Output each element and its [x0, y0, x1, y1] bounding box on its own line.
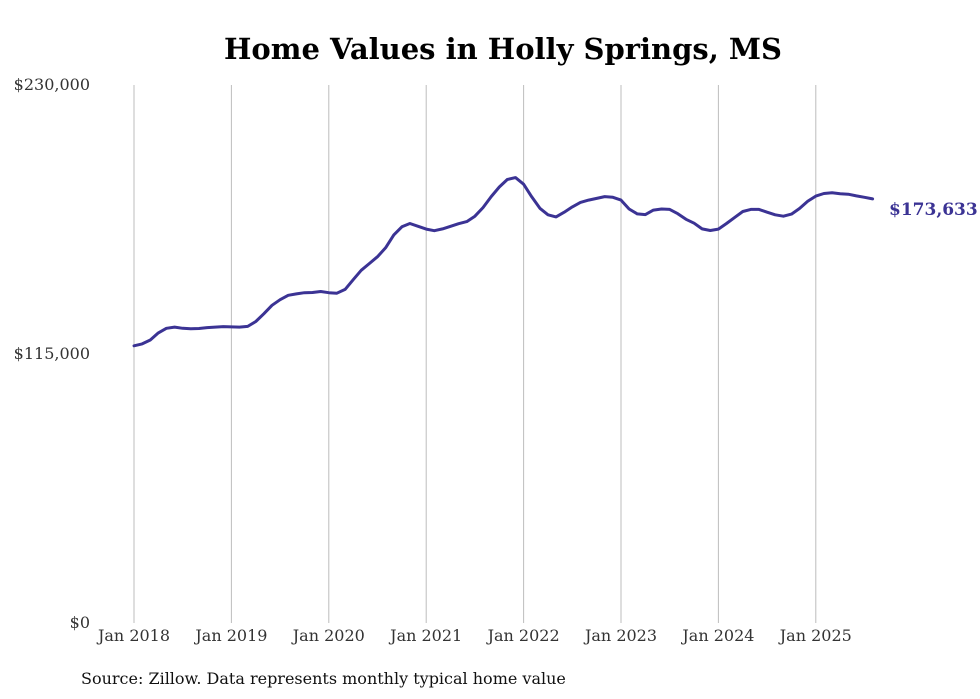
gridlines [133, 85, 817, 623]
x-tick-label: Jan 2025 [778, 626, 852, 645]
x-tick-label: Jan 2024 [680, 626, 754, 645]
chart-title: Home Values in Holly Springs, MS [224, 32, 782, 66]
x-tick-label: Jan 2019 [193, 626, 267, 645]
end-value-label: $173,633 [889, 200, 978, 220]
y-tick-label: $230,000 [14, 75, 90, 94]
x-tick-label: Jan 2018 [96, 626, 170, 645]
x-tick-label: Jan 2022 [486, 626, 560, 645]
y-tick-label: $115,000 [14, 344, 90, 363]
x-tick-label: Jan 2023 [583, 626, 657, 645]
source-note: Source: Zillow. Data represents monthly … [81, 669, 566, 688]
series-line-typical-home-value [132, 176, 875, 348]
y-axis-ticks: $0 $115,000 $230,000 [14, 75, 90, 632]
x-tick-label: Jan 2021 [388, 626, 462, 645]
x-tick-label: Jan 2020 [291, 626, 365, 645]
x-axis-ticks: Jan 2018 Jan 2019 Jan 2020 Jan 2021 Jan 2022… [96, 626, 852, 645]
y-tick-label: $0 [70, 613, 90, 632]
